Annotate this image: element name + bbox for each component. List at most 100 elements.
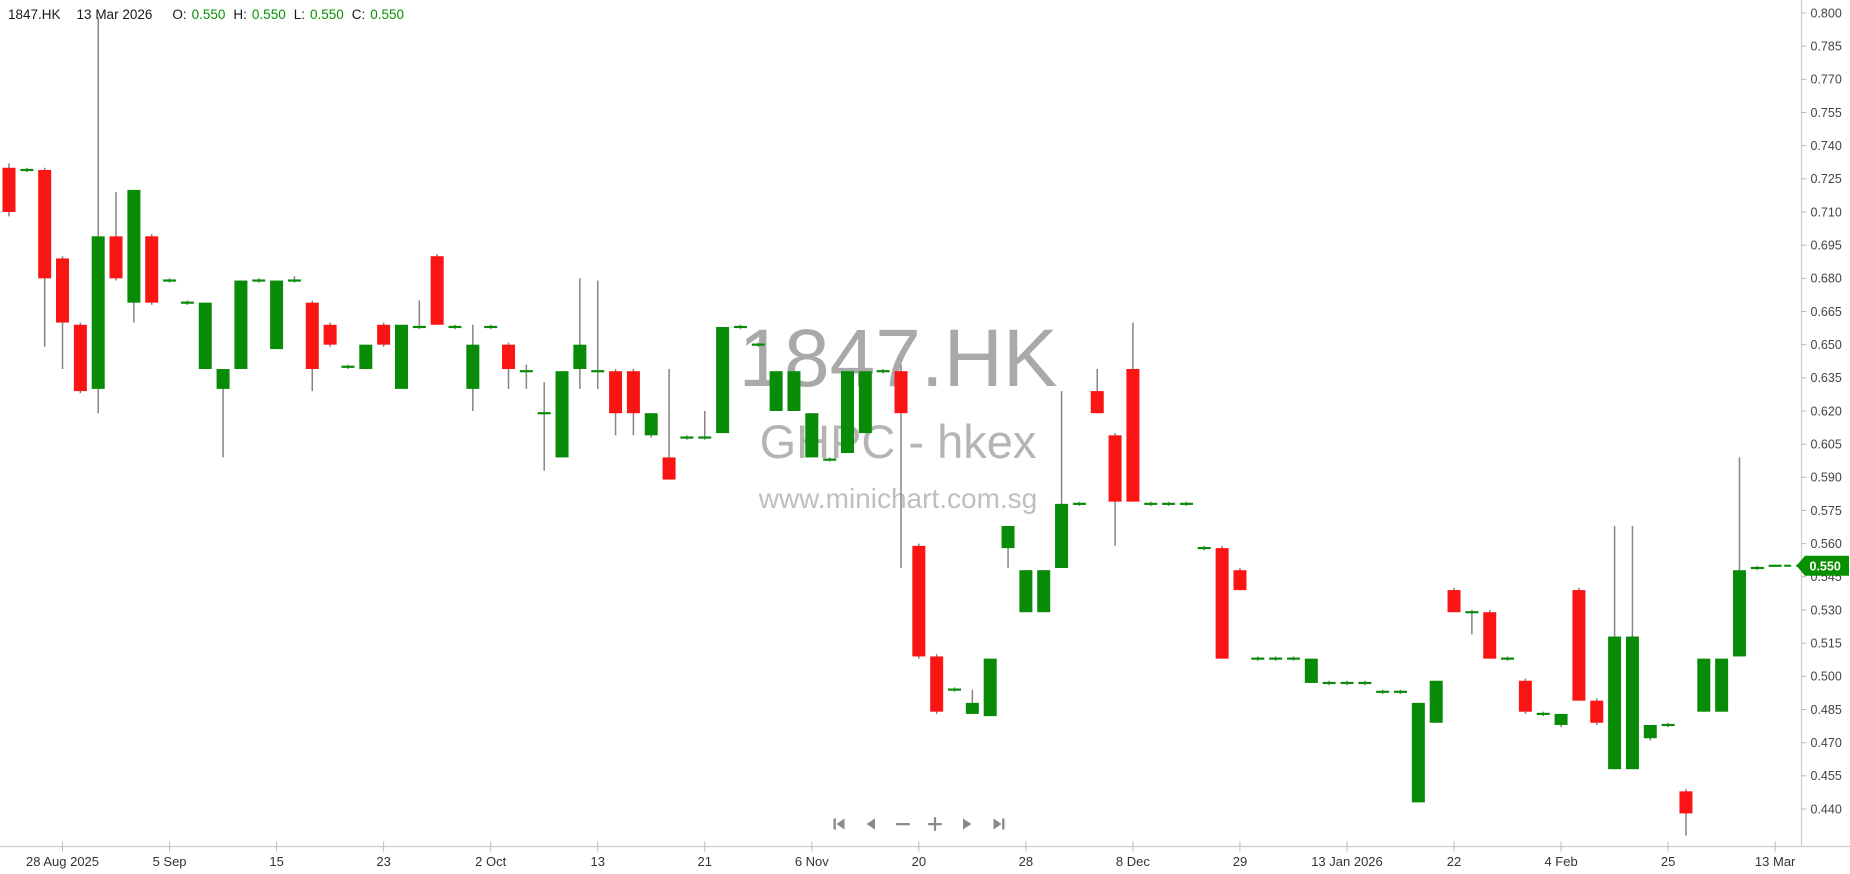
candle-down [662,457,676,480]
candle-doji [163,279,177,282]
step-forward-icon [963,818,972,830]
candle-up [555,371,569,458]
skip-to-start-button[interactable] [830,815,848,833]
candle-doji [698,436,712,439]
candle-up [1732,570,1746,657]
price-tick-label: 0.455 [1811,769,1842,783]
zoom-out-button[interactable] [894,815,912,833]
candle-doji [1269,657,1283,660]
candle-up [359,344,373,369]
candle-doji [20,168,34,172]
price-tick-label: 0.575 [1811,504,1842,518]
high-value: 0.550 [251,7,286,22]
candle-doji [1501,657,1515,660]
price-marker [1796,555,1849,576]
candle-doji [1376,690,1390,693]
price-tick-label: 0.710 [1811,205,1842,219]
high-label: H: [233,7,247,22]
candle-doji [537,412,551,415]
candle-doji [680,436,694,439]
candle-up [965,702,979,714]
price-tick-label: 0.470 [1811,736,1842,750]
date-tick-label: 13 Mar [1755,854,1796,869]
candle-up [1304,658,1318,683]
candle-doji [287,279,301,282]
candle-up [270,280,284,350]
candle-down [502,344,516,369]
candle-down [377,324,391,345]
candle-up [573,344,587,369]
candle-doji [1661,723,1675,727]
date-tick-label: 8 Dec [1116,854,1150,869]
skip-to-end-button[interactable] [990,815,1008,833]
candle-down [38,169,52,279]
candle-down [626,371,640,414]
candle-down [1126,368,1140,502]
candle-down [73,324,87,392]
candle-up [1608,636,1622,770]
candle-doji [823,458,837,461]
candle-up [716,326,730,434]
ohlc-readout: 1847.HK 13 Mar 2026 O: 0.550 H: 0.550 L: 0.550 C… [8,7,404,22]
candle-doji [948,688,962,691]
candle-doji [591,370,605,373]
candle-down [1572,590,1586,701]
step-forward-button[interactable] [958,815,976,833]
candle-doji [1768,564,1782,567]
candle-up [1037,570,1051,613]
price-tick-label: 0.440 [1811,802,1842,816]
price-tick-label: 0.590 [1811,471,1842,485]
price-tick-label: 0.755 [1811,106,1842,120]
low-label: L: [293,7,305,22]
skip-to-start-icon [833,818,845,830]
close-label: C: [351,7,366,22]
price-tick-label: 0.785 [1811,39,1842,53]
candle-down [56,258,70,323]
candle-up [1411,702,1425,803]
zoom-in-icon [928,817,942,831]
candle-down [1233,570,1247,591]
price-tick-label: 0.680 [1811,272,1842,286]
candle-doji [1162,502,1176,505]
low-value: 0.550 [309,7,344,22]
price-tick-label: 0.800 [1811,6,1842,20]
candle-down [1483,612,1497,659]
candle-up [1625,636,1639,770]
date-tick-label: 22 [1447,854,1461,869]
price-tick-label: 0.635 [1811,371,1842,385]
candle-up [91,236,105,389]
zoom-in-button[interactable] [926,815,944,833]
step-back-button[interactable] [862,815,880,833]
candle-up [466,344,480,389]
candle-doji [751,343,765,346]
price-tick-label: 0.725 [1811,172,1842,186]
candle-doji [733,325,747,329]
candle-up [1001,525,1015,549]
date-tick-label: 23 [376,854,390,869]
candle-up [1429,680,1443,723]
candle-down [305,302,319,369]
candle-doji [1251,657,1265,660]
date-tick-label: 4 Feb [1544,854,1577,869]
candle-down [145,236,159,303]
date-tick-label: 5 Sep [153,854,187,869]
date-tick-label: 13 [590,854,604,869]
price-tick-label: 0.515 [1811,636,1842,650]
chart-toolbar [830,815,1008,833]
candle-doji [412,325,426,329]
date-label: 13 Mar 2026 [76,7,153,22]
symbol-label: 1847.HK [8,7,61,22]
candle-doji [1536,712,1550,716]
candle-doji [341,365,355,368]
candle-doji [1340,681,1354,685]
price-tick-label: 0.740 [1811,139,1842,153]
candle-up [983,658,997,717]
date-tick-label: 25 [1661,854,1675,869]
date-tick-label: 28 [1019,854,1033,869]
candle-down [894,371,908,414]
candle-doji [1179,502,1193,505]
candle-down [1108,435,1122,502]
candle-down [323,324,337,345]
candle-down [930,656,944,712]
